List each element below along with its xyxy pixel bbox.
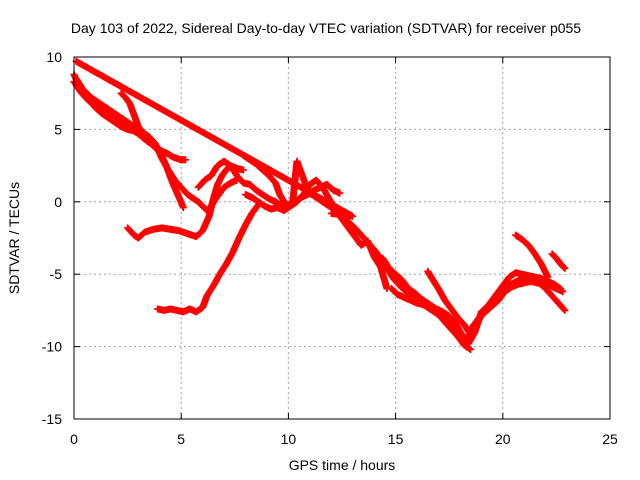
series-track-12 bbox=[424, 267, 565, 339]
chart-title: Day 103 of 2022, Sidereal Day-to-day VTE… bbox=[71, 20, 581, 36]
y-tick-label: 0 bbox=[54, 194, 62, 210]
data-layer bbox=[70, 57, 569, 353]
y-tick-label: -10 bbox=[42, 339, 62, 355]
y-axis-label: SDTVAR / TECUs bbox=[6, 182, 22, 294]
x-tick-label: 15 bbox=[388, 431, 404, 447]
series-track-8 bbox=[239, 151, 475, 353]
grid-layer bbox=[74, 57, 610, 419]
x-tick-label: 0 bbox=[70, 431, 78, 447]
series-track-13 bbox=[512, 231, 552, 281]
data-point bbox=[336, 189, 344, 197]
y-tick-label: -15 bbox=[42, 411, 62, 427]
data-point bbox=[544, 273, 552, 281]
x-axis-label: GPS time / hours bbox=[289, 457, 396, 473]
data-point bbox=[561, 306, 569, 314]
data-point bbox=[181, 156, 189, 164]
series-track-11 bbox=[387, 275, 569, 348]
series-track-14 bbox=[548, 250, 569, 272]
data-point bbox=[560, 305, 568, 313]
x-tick-label: 25 bbox=[602, 431, 618, 447]
data-point bbox=[467, 345, 475, 353]
x-tick-label: 5 bbox=[177, 431, 185, 447]
data-point bbox=[239, 166, 247, 174]
data-point bbox=[327, 209, 335, 217]
x-tick-label: 10 bbox=[281, 431, 297, 447]
series-outliers bbox=[72, 57, 357, 220]
data-point bbox=[560, 264, 568, 272]
x-tick-label: 20 bbox=[495, 431, 511, 447]
y-tick-label: 10 bbox=[46, 49, 62, 65]
y-tick-label: -5 bbox=[50, 266, 63, 282]
data-point bbox=[557, 285, 565, 293]
tick-layer: 0 5 10 15 20 25 -15 -10 -5 0 5 10 bbox=[42, 49, 618, 447]
data-point bbox=[179, 204, 187, 212]
series-track-6 bbox=[154, 201, 262, 316]
y-tick-label: 5 bbox=[54, 121, 62, 137]
data-point bbox=[561, 264, 569, 272]
plot-frame bbox=[73, 56, 611, 420]
